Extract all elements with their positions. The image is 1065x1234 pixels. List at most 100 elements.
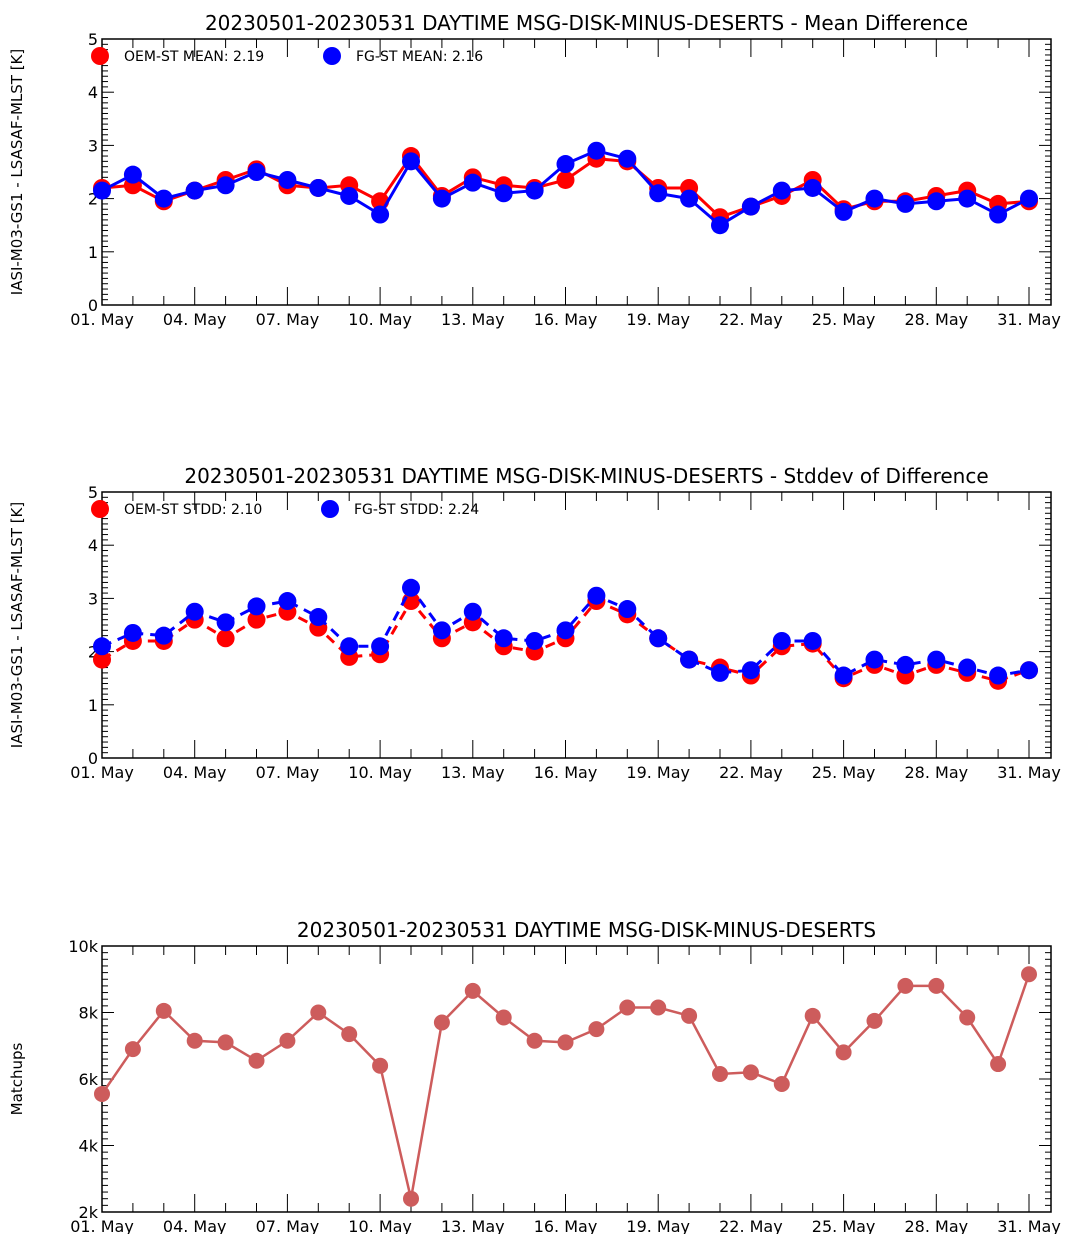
data-point: [1020, 189, 1038, 208]
x-tick-label: 22. May: [719, 310, 783, 329]
data-point: [93, 650, 111, 669]
data-point: [649, 629, 668, 648]
y-tick-label: 0: [88, 749, 98, 768]
data-point: [403, 1190, 419, 1207]
data-point: [93, 637, 111, 656]
x-tick-label: 19. May: [626, 1217, 690, 1234]
data-point: [1021, 966, 1037, 983]
data-point: [494, 184, 513, 203]
data-point: [402, 592, 420, 611]
legend-marker: [323, 47, 341, 65]
data-point: [123, 623, 142, 642]
data-point: [185, 602, 204, 621]
chart-panel-3: 20230501-20230531 DAYTIME MSG-DISK-MINUS…: [8, 918, 1061, 1234]
data-point: [402, 152, 420, 171]
data-point: [650, 999, 667, 1016]
data-point: [773, 1075, 790, 1092]
data-point: [587, 141, 606, 160]
data-point: [712, 1066, 728, 1083]
data-point: [371, 637, 390, 656]
data-point: [526, 1032, 543, 1049]
y-tick-label: 3: [88, 136, 98, 155]
series-fg-st: [93, 141, 1038, 235]
data-point: [680, 189, 699, 208]
y-tick-label: 1: [88, 243, 98, 262]
x-tick-label: 16. May: [534, 310, 598, 329]
data-point: [340, 637, 359, 656]
y-tick-label: 0: [88, 296, 98, 315]
x-tick-label: 13. May: [441, 763, 505, 782]
y-tick-label: 4k: [79, 1137, 99, 1156]
chart-title: 20230501-20230531 DAYTIME MSG-DISK-MINUS…: [205, 11, 968, 35]
legend-marker: [321, 500, 339, 518]
data-point: [124, 1041, 141, 1058]
series-matchups: [94, 966, 1037, 1207]
data-point: [185, 181, 204, 200]
data-point: [155, 1002, 172, 1019]
chart-title: 20230501-20230531 DAYTIME MSG-DISK-MINUS…: [297, 918, 876, 942]
data-point: [247, 597, 266, 616]
legend-label: OEM-ST STDD: 2.10: [124, 502, 262, 518]
x-tick-label: 10. May: [348, 763, 412, 782]
x-tick-label: 01. May: [70, 310, 134, 329]
data-point: [216, 613, 235, 632]
data-point: [928, 977, 945, 994]
data-point: [990, 1056, 1007, 1073]
x-tick-label: 28. May: [904, 310, 968, 329]
data-point: [741, 197, 760, 216]
data-point: [803, 631, 822, 650]
x-tick-label: 25. May: [812, 763, 876, 782]
x-tick-label: 31. May: [997, 1217, 1061, 1234]
data-point: [865, 650, 884, 669]
data-point: [959, 1009, 976, 1026]
data-point: [989, 666, 1008, 685]
data-point: [741, 661, 760, 680]
data-point: [371, 205, 390, 224]
data-point: [557, 1034, 574, 1051]
y-tick-label: 1: [88, 696, 98, 715]
x-tick-label: 01. May: [70, 1217, 134, 1234]
y-axis-label: IASI-M03-GS1 - LSASAF-MLST [K]: [8, 502, 26, 748]
data-point: [834, 666, 853, 685]
data-point: [618, 600, 637, 619]
legend-item: FG-ST STDD: 2.24: [321, 500, 479, 518]
x-tick-label: 01. May: [70, 763, 134, 782]
x-tick-label: 28. May: [904, 763, 968, 782]
y-tick-label: 4: [88, 536, 98, 555]
legend-item: FG-ST MEAN: 2.16: [323, 47, 483, 65]
data-point: [865, 189, 884, 208]
data-point: [123, 165, 142, 184]
data-point: [94, 1085, 110, 1102]
legend-label: OEM-ST MEAN: 2.19: [124, 49, 264, 65]
data-point: [216, 176, 235, 195]
data-point: [525, 631, 544, 650]
data-point: [310, 1004, 327, 1021]
x-tick-label: 31. May: [997, 310, 1061, 329]
data-point: [433, 1014, 450, 1031]
data-point: [247, 163, 266, 181]
x-tick-label: 22. May: [719, 763, 783, 782]
y-tick-label: 2: [88, 643, 98, 662]
series-oem-st: [93, 592, 1038, 690]
x-tick-label: 16. May: [534, 1217, 598, 1234]
x-tick-label: 13. May: [441, 1217, 505, 1234]
data-point: [309, 178, 328, 197]
data-point: [217, 1034, 234, 1051]
data-point: [896, 655, 915, 674]
data-point: [711, 216, 729, 235]
legend-item: OEM-ST STDD: 2.10: [91, 500, 262, 518]
data-point: [681, 1007, 698, 1024]
chart-panel-1: 20230501-20230531 DAYTIME MSG-DISK-MINUS…: [8, 11, 1061, 329]
data-point: [958, 658, 977, 677]
x-tick-label: 19. May: [626, 310, 690, 329]
data-point: [989, 205, 1008, 224]
data-point: [248, 1052, 265, 1069]
data-point: [588, 1021, 605, 1038]
data-point: [556, 155, 575, 174]
data-point: [495, 1009, 512, 1026]
data-point: [896, 194, 915, 213]
data-point: [279, 1032, 296, 1049]
y-tick-label: 5: [88, 30, 98, 49]
series-fg-st: [93, 578, 1038, 685]
data-point: [278, 170, 297, 189]
